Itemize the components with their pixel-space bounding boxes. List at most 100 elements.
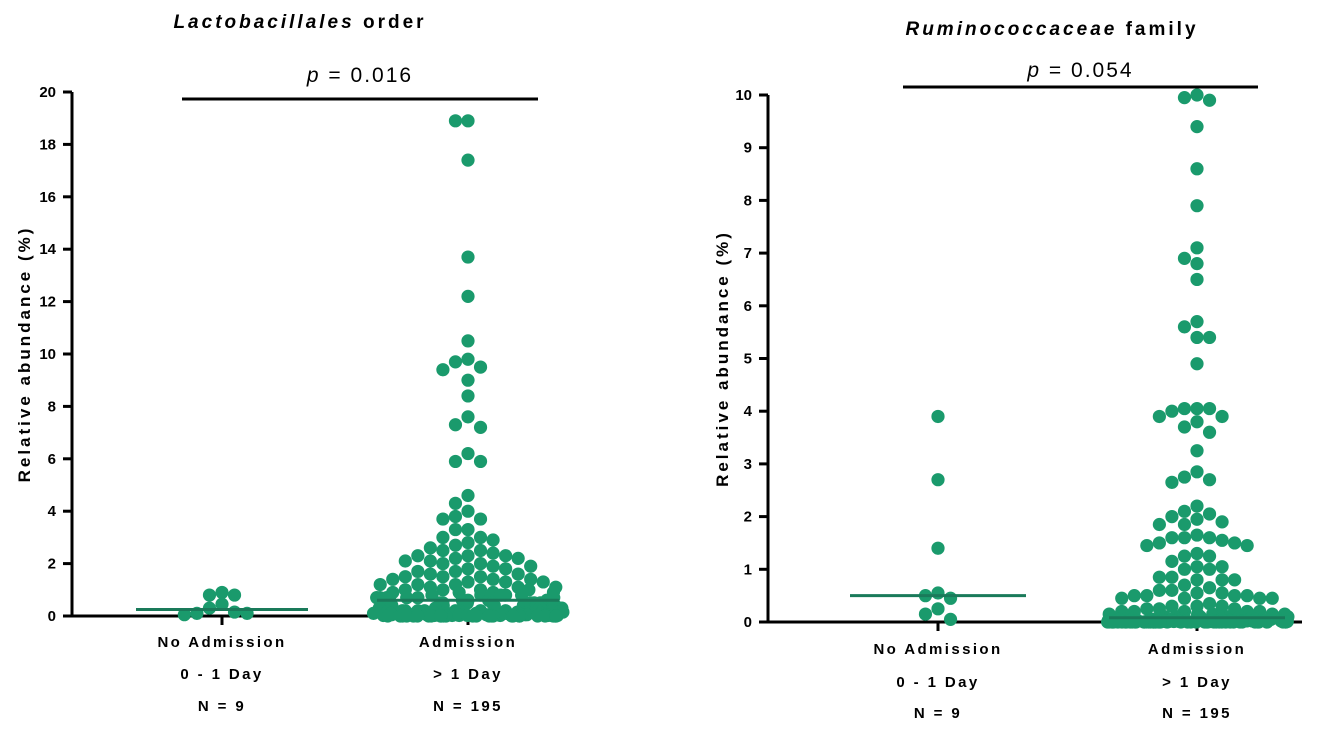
data-point (461, 562, 474, 575)
data-point (1165, 584, 1178, 597)
data-point (436, 512, 449, 525)
y-axis-label: Relative abundance (%) (713, 230, 732, 487)
y-tick-label: 6 (744, 298, 752, 315)
data-point (474, 455, 487, 468)
data-point (1153, 536, 1166, 549)
data-point (931, 410, 944, 423)
y-tick-label: 10 (735, 87, 752, 104)
data-point (1178, 531, 1191, 544)
data-point (461, 549, 474, 562)
y-tick-label: 4 (48, 503, 57, 520)
x-category-label: 0 - 1 Day (896, 674, 979, 691)
x-category-label: > 1 Day (1162, 674, 1232, 691)
x-category-label: No Admission (157, 634, 286, 651)
y-tick-label: 0 (48, 608, 56, 625)
data-point (1190, 402, 1203, 415)
y-tick-label: 4 (744, 403, 753, 420)
data-point (461, 114, 474, 127)
data-point (461, 410, 474, 423)
x-category-label: N = 195 (433, 698, 503, 715)
data-point (1253, 592, 1266, 605)
data-point (474, 512, 487, 525)
y-tick-label: 8 (48, 398, 56, 415)
y-tick-label: 12 (39, 294, 56, 311)
data-point (1153, 410, 1166, 423)
data-point (411, 609, 424, 622)
data-point (1203, 563, 1216, 576)
data-point (381, 609, 394, 622)
y-tick-label: 9 (744, 140, 752, 157)
data-point (1203, 581, 1216, 594)
y-tick-label: 18 (39, 136, 56, 153)
data-point (1153, 584, 1166, 597)
chart-title-italic: Lactobacillales (173, 12, 354, 33)
data-point (1140, 539, 1153, 552)
data-point (449, 552, 462, 565)
data-point (1190, 120, 1203, 133)
data-point (461, 154, 474, 167)
data-point (486, 533, 499, 546)
data-point (1190, 257, 1203, 270)
chart-panel-2: Ruminococcaceae family 0 1 2 3 4 5 6 7 8 9 10 Relati… (713, 19, 1302, 722)
p-letter: p (306, 64, 321, 87)
data-point (531, 609, 544, 622)
data-point (1241, 539, 1254, 552)
y-tick-label: 14 (39, 241, 56, 258)
data-point (474, 557, 487, 570)
data-point (944, 613, 957, 626)
data-point (486, 547, 499, 560)
data-point (506, 609, 519, 622)
p-value: = 0.016 (321, 64, 413, 87)
y-tick-label: 7 (744, 245, 752, 262)
data-point (1190, 573, 1203, 586)
data-point (436, 557, 449, 570)
y-tick-label: 2 (744, 509, 752, 526)
data-point (449, 497, 462, 510)
data-point (1190, 415, 1203, 428)
data-point (1178, 505, 1191, 518)
data-point (374, 578, 387, 591)
data-point (499, 549, 512, 562)
data-point (1178, 91, 1191, 104)
data-point (1190, 560, 1203, 573)
data-point (1203, 473, 1216, 486)
data-point (1165, 476, 1178, 489)
data-point (1178, 320, 1191, 333)
data-point (1203, 331, 1216, 344)
data-point (1190, 241, 1203, 254)
data-point (1215, 560, 1228, 573)
data-point (474, 531, 487, 544)
data-point (424, 554, 437, 567)
data-point (1190, 331, 1203, 344)
data-point (449, 523, 462, 536)
data-point (1215, 573, 1228, 586)
data-point (474, 421, 487, 434)
data-point (461, 536, 474, 549)
data-point (931, 586, 944, 599)
data-point (474, 570, 487, 583)
chart-title-rest: family (1117, 19, 1198, 40)
data-point (449, 510, 462, 523)
data-point (1215, 410, 1228, 423)
x-category-label: N = 195 (1162, 705, 1232, 722)
y-tick-label: 6 (48, 451, 56, 468)
data-point (1203, 531, 1216, 544)
data-point (1266, 592, 1279, 605)
y-tick-label: 1 (744, 561, 752, 578)
data-point (1153, 571, 1166, 584)
data-point (1178, 579, 1191, 592)
data-point (1165, 405, 1178, 418)
data-point (461, 575, 474, 588)
data-point (1190, 88, 1203, 101)
data-point (1140, 589, 1153, 602)
data-point (483, 609, 496, 622)
chart-title: Lactobacillales order (173, 12, 426, 33)
data-point (944, 592, 957, 605)
chart-panel-1: Lactobacillales order 0 2 4 6 8 10 12 14 16 18 20 Re… (15, 12, 569, 715)
y-tick-label: 10 (39, 346, 56, 363)
data-point (424, 567, 437, 580)
data-point (1203, 550, 1216, 563)
data-point (1178, 592, 1191, 605)
data-point (1190, 465, 1203, 478)
